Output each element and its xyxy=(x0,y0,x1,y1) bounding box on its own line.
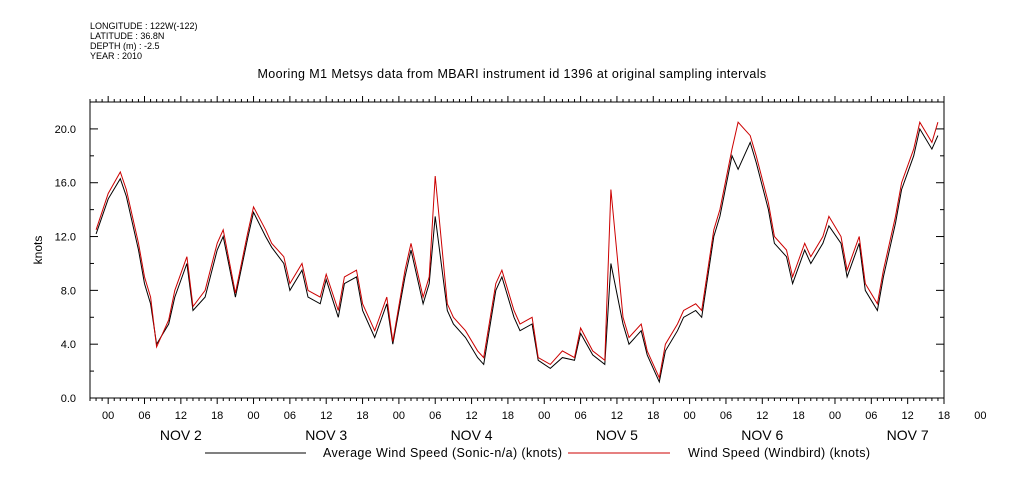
y-axis-label: knots xyxy=(31,236,45,265)
x-hour-tick-label: 06 xyxy=(574,410,586,422)
x-hour-tick-label: 00 xyxy=(393,410,405,422)
legend-label: Average Wind Speed (Sonic-n/a) (knots) xyxy=(323,446,562,460)
x-day-label: NOV 4 xyxy=(451,427,493,443)
x-hour-tick-label: 06 xyxy=(284,410,296,422)
x-hour-tick-label: 06 xyxy=(865,410,877,422)
x-hour-tick-label: 06 xyxy=(720,410,732,422)
y-tick-label: 4.0 xyxy=(61,339,76,351)
series-line-windbird xyxy=(95,120,939,380)
x-hour-tick-label: 18 xyxy=(502,410,514,422)
x-hour-tick-label: 12 xyxy=(320,410,332,422)
x-hour-tick-label: 00 xyxy=(538,410,550,422)
depth-line: DEPTH (m) : -2.5 xyxy=(90,41,160,51)
x-hour-tick-label: 00 xyxy=(974,410,986,422)
y-tick-label: 0.0 xyxy=(61,393,76,405)
x-hour-tick-label: 18 xyxy=(793,410,805,422)
x-hour-tick-label: 18 xyxy=(938,410,950,422)
x-day-label: NOV 6 xyxy=(741,427,783,443)
x-hour-tick-label: 06 xyxy=(138,410,150,422)
chart-title: Mooring M1 Metsys data from MBARI instru… xyxy=(257,67,767,81)
x-hour-tick-label: 18 xyxy=(211,410,223,422)
x-hour-tick-label: 12 xyxy=(465,410,477,422)
x-day-label: NOV 2 xyxy=(160,427,202,443)
x-day-label: NOV 7 xyxy=(887,427,929,443)
x-hour-tick-label: 18 xyxy=(356,410,368,422)
x-hour-tick-label: 18 xyxy=(647,410,659,422)
y-tick-label: 20.0 xyxy=(55,124,76,136)
x-day-label: NOV 5 xyxy=(596,427,638,443)
x-hour-tick-label: 00 xyxy=(247,410,259,422)
year-line: YEAR : 2010 xyxy=(90,51,143,61)
y-tick-label: 12.0 xyxy=(55,232,76,244)
x-day-label: NOV 3 xyxy=(305,427,347,443)
x-hour-tick-label: 00 xyxy=(683,410,695,422)
plot-frame xyxy=(89,101,945,399)
x-hour-tick-label: 06 xyxy=(429,410,441,422)
x-hour-tick-label: 00 xyxy=(102,410,114,422)
x-hour-tick-label: 12 xyxy=(756,410,768,422)
y-tick-label: 8.0 xyxy=(61,285,76,297)
x-hour-tick-label: 12 xyxy=(175,410,187,422)
legend-label: Wind Speed (Windbird) (knots) xyxy=(688,446,871,460)
longitude-line: LONGITUDE : 122W(-122) xyxy=(90,21,198,31)
x-hour-tick-label: 12 xyxy=(902,410,914,422)
metadata-block: LONGITUDE : 122W(-122) LATITUDE : 36.8N … xyxy=(90,21,198,61)
series-line-sonic xyxy=(95,127,939,384)
latitude-line: LATITUDE : 36.8N xyxy=(90,31,165,41)
x-hour-tick-label: 00 xyxy=(829,410,841,422)
y-tick-label: 16.0 xyxy=(55,178,76,190)
x-hour-tick-label: 12 xyxy=(611,410,623,422)
